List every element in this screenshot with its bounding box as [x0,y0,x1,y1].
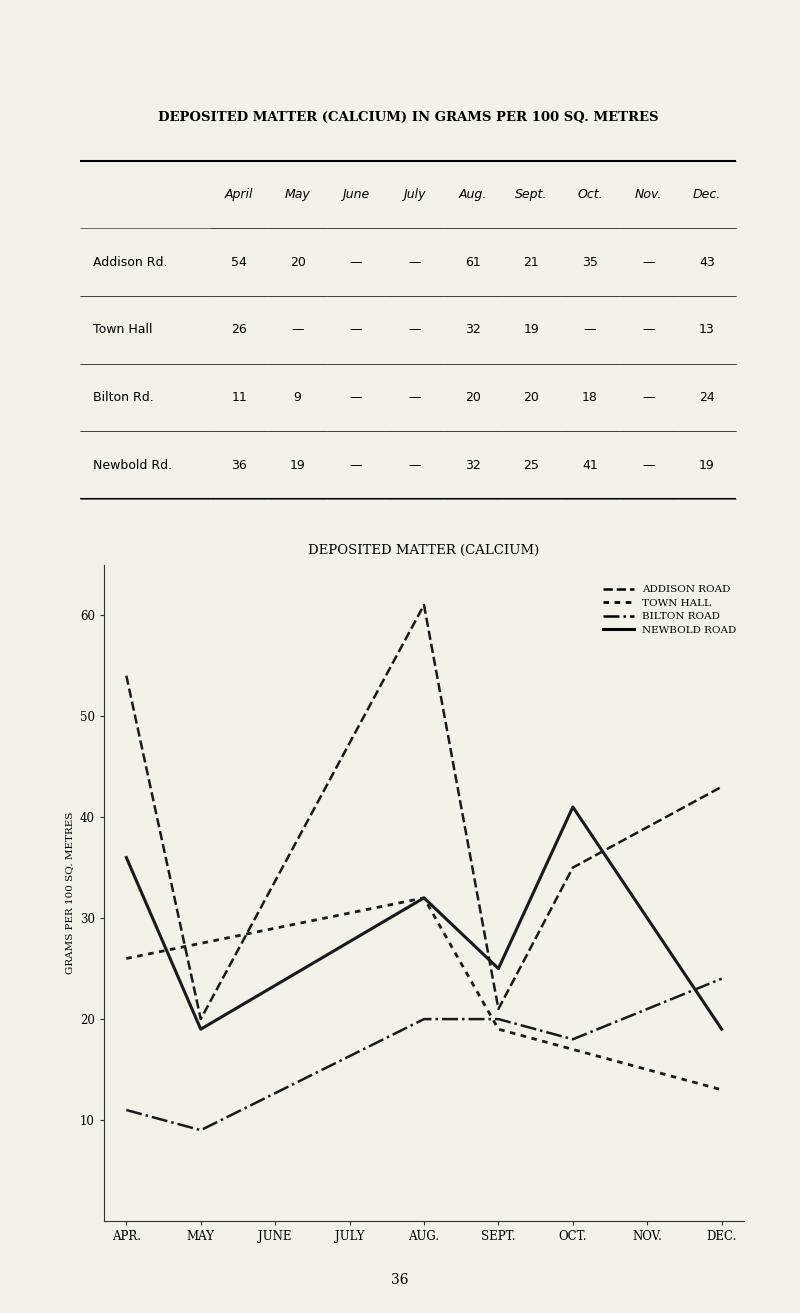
Y-axis label: GRAMS PER 100 SQ. METRES: GRAMS PER 100 SQ. METRES [66,811,74,974]
Text: 36: 36 [391,1274,409,1287]
Text: DEPOSITED MATTER (CALCIUM) IN GRAMS PER 100 SQ. METRES: DEPOSITED MATTER (CALCIUM) IN GRAMS PER … [158,110,658,123]
Title: DEPOSITED MATTER (CALCIUM): DEPOSITED MATTER (CALCIUM) [308,544,540,557]
Legend: ADDISON ROAD, TOWN HALL, BILTON ROAD, NEWBOLD ROAD: ADDISON ROAD, TOWN HALL, BILTON ROAD, NE… [601,583,738,637]
